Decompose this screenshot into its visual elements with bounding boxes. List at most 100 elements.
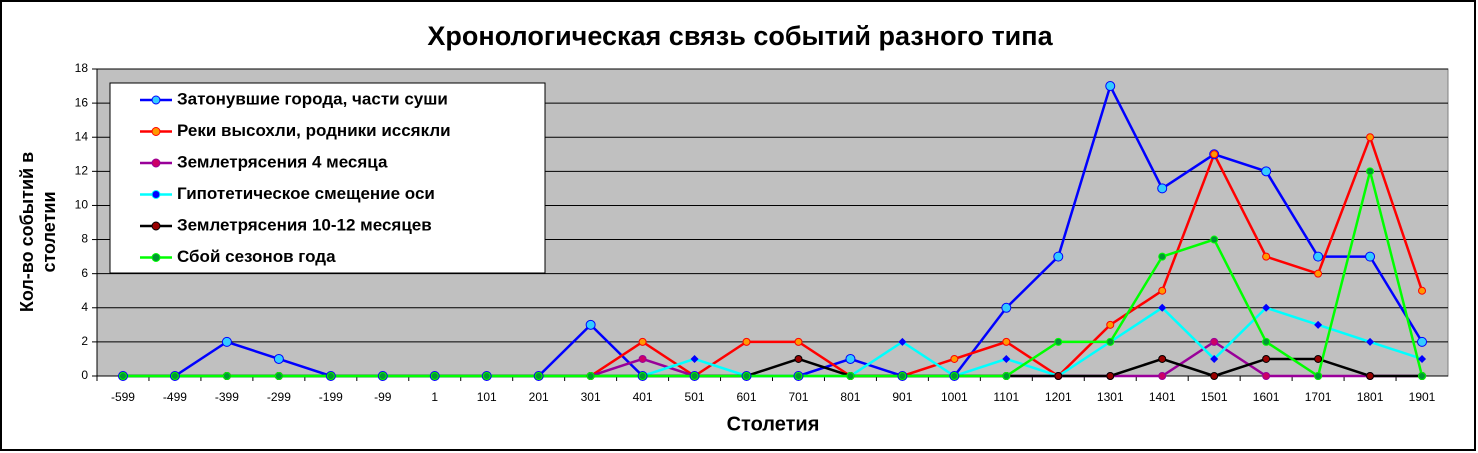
data-point [1210, 372, 1219, 380]
data-point [378, 372, 387, 380]
x-tick-label: 501 [685, 390, 705, 404]
x-tick-label: 1 [431, 390, 438, 404]
data-point [170, 372, 179, 380]
data-point [1417, 336, 1428, 347]
data-point [1158, 303, 1167, 312]
y-tick-label: 10 [75, 198, 89, 212]
data-point [742, 372, 751, 380]
x-tick-label: 1701 [1305, 390, 1332, 404]
legend-label: Затонувшие города, части суши [177, 89, 448, 108]
data-point [794, 337, 803, 346]
legend-label: Реки высохли, родники иссякли [177, 121, 451, 140]
data-point [1158, 354, 1167, 363]
x-tick-label: -99 [374, 390, 392, 404]
data-point [690, 354, 699, 363]
x-tick-label: 401 [633, 390, 653, 404]
data-point [794, 372, 803, 380]
data-point [1210, 337, 1219, 346]
legend: Затонувшие города, части суши Реки высохл… [109, 82, 546, 274]
data-point [1314, 372, 1323, 380]
legend-marker [151, 127, 161, 136]
x-tick-label: 1201 [1045, 390, 1072, 404]
data-point [1106, 372, 1115, 380]
data-point [585, 319, 596, 330]
x-tick-label: -199 [319, 390, 343, 404]
data-point [221, 336, 232, 347]
data-point [534, 372, 543, 380]
data-point [222, 372, 231, 380]
x-tick-label: 301 [581, 390, 601, 404]
data-point [1105, 81, 1116, 92]
legend-label: Гипотетическое смещение оси [177, 184, 435, 203]
legend-marker [151, 221, 161, 231]
data-point [794, 354, 803, 363]
data-point [1106, 337, 1115, 346]
data-point [845, 353, 856, 364]
data-point [1158, 286, 1167, 295]
data-point [638, 372, 647, 380]
data-point [1262, 354, 1271, 363]
data-point [1158, 372, 1167, 380]
data-point [1418, 286, 1427, 295]
data-point [1366, 133, 1375, 142]
data-point [638, 354, 647, 363]
data-point [1262, 337, 1271, 346]
data-point [1365, 251, 1376, 262]
data-point [690, 372, 699, 380]
y-tick-label: 6 [81, 266, 88, 280]
x-tick-label: 1301 [1097, 390, 1124, 404]
y-axis-label: Кол-во событий в столетии [17, 151, 59, 313]
x-tick-label: 1901 [1409, 390, 1436, 404]
data-point [950, 372, 959, 380]
data-point [1366, 337, 1375, 346]
legend-box [109, 82, 546, 274]
chart-title: Хронологическая связь событий разного ти… [427, 21, 1053, 51]
data-point [1210, 235, 1219, 244]
legend-marker [151, 190, 161, 199]
data-point [1418, 372, 1427, 380]
data-point [1157, 183, 1168, 194]
data-point [1106, 320, 1115, 329]
x-tick-label: -299 [267, 390, 291, 404]
data-point [1262, 372, 1271, 380]
data-point [1210, 354, 1219, 363]
data-point [586, 372, 595, 380]
x-tick-label: 801 [840, 390, 860, 404]
data-point [1366, 372, 1375, 380]
data-point [1054, 372, 1063, 380]
legend-marker [151, 95, 161, 105]
data-point [273, 353, 284, 364]
y-tick-label: 8 [81, 232, 88, 246]
x-tick-label: 1601 [1253, 390, 1280, 404]
data-point [274, 372, 283, 380]
x-axis-label: Столетия [727, 413, 820, 435]
data-point [1001, 302, 1012, 313]
y-tick-label: 2 [81, 334, 88, 348]
data-point [482, 372, 491, 380]
data-point [1002, 337, 1011, 346]
data-point [1262, 303, 1271, 312]
data-point [1054, 337, 1063, 346]
data-point [742, 337, 751, 346]
data-point [1002, 354, 1011, 363]
y-tick-label: 14 [75, 129, 89, 143]
x-tick-label: 101 [477, 390, 497, 404]
x-tick-label: 1101 [993, 390, 1019, 404]
legend-marker [151, 253, 161, 262]
x-tick-label: 201 [529, 390, 549, 404]
x-tick-label: 1401 [1149, 390, 1176, 404]
data-point [430, 372, 439, 380]
data-point [1002, 372, 1011, 380]
y-tick-label: 16 [75, 95, 89, 109]
data-point [1053, 251, 1064, 262]
x-tick-label: 1801 [1357, 390, 1384, 404]
data-point [1314, 269, 1323, 278]
data-point [326, 372, 335, 380]
x-tick-label: -499 [163, 390, 187, 404]
x-tick-label: 901 [892, 390, 912, 404]
x-tick-label: 1001 [941, 390, 968, 404]
data-point [1262, 252, 1271, 261]
data-point [846, 372, 855, 380]
